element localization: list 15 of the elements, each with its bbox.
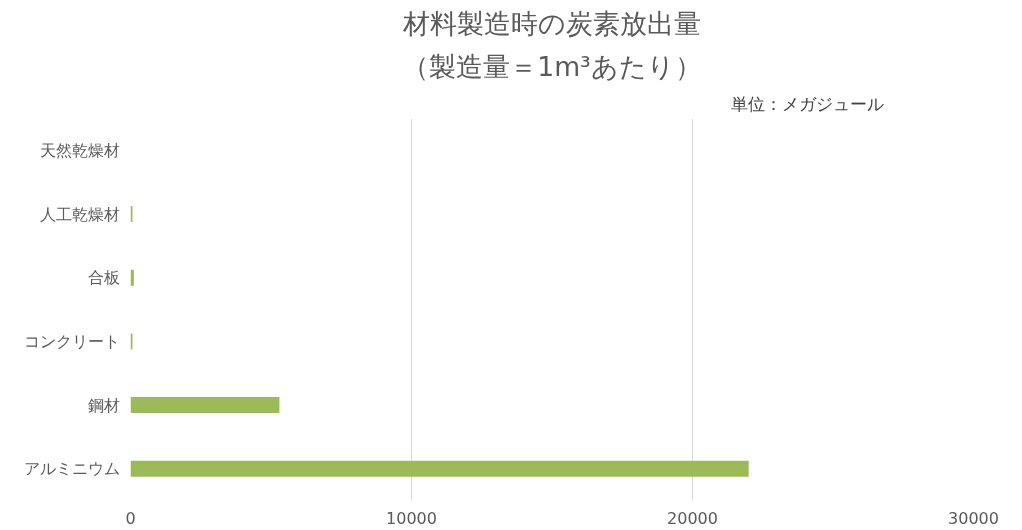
x-tick-label: 0 [125,508,136,528]
y-tick-label: 鋼材 [87,395,120,415]
y-tick-label: 天然乾燥材 [39,140,120,160]
bar [130,460,749,477]
y-tick-label: 合板 [87,268,120,288]
x-tick-label: 30000 [948,508,999,528]
chart-title: 材料製造時の炭素放出量 [402,7,701,39]
x-tick-label: 10000 [386,508,437,528]
x-tick-label: 20000 [667,508,718,528]
bar [130,397,280,413]
y-tick-label: コンクリート [23,331,120,351]
text: 単位：メガジュール [730,93,884,114]
chart-subtitle: （製造量＝1m³あたり） [402,50,702,82]
y-tick-label: 人工乾燥材 [39,204,120,224]
y-tick-label: アルミニウム [23,459,120,479]
